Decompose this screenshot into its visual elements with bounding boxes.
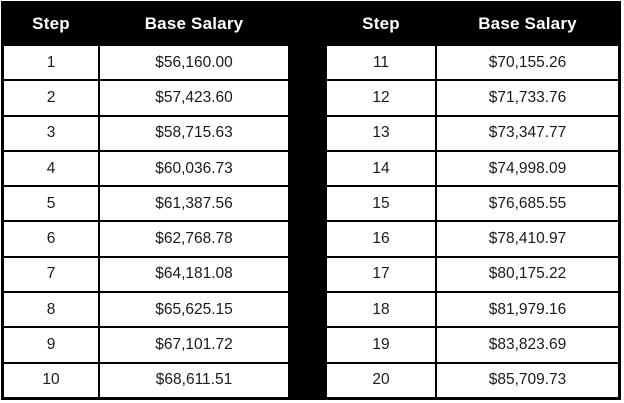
step-cell: 1 [4, 46, 98, 80]
salary-cell: $73,347.77 [437, 116, 618, 150]
step-cell: 5 [4, 187, 98, 221]
step-cell: 9 [4, 328, 98, 362]
step-cell: 3 [4, 116, 98, 150]
salary-cell: $78,410.97 [437, 222, 618, 256]
salary-cell: $83,823.69 [437, 328, 618, 362]
step-cell: 20 [327, 363, 435, 397]
header-separator [290, 4, 325, 44]
salary-cell: $67,101.72 [100, 328, 288, 362]
header-step-right: Step [327, 4, 435, 44]
step-cell: 11 [327, 46, 435, 80]
step-cell: 12 [327, 81, 435, 115]
separator-cell [290, 328, 325, 362]
salary-cell: $74,998.09 [437, 151, 618, 186]
step-cell: 7 [4, 257, 98, 292]
separator-cell [290, 293, 325, 327]
separator-cell [290, 363, 325, 397]
salary-cell: $85,709.73 [437, 363, 618, 397]
salary-cell: $64,181.08 [100, 257, 288, 292]
separator-cell [290, 222, 325, 256]
salary-cell: $62,768.78 [100, 222, 288, 256]
header-salary-left: Base Salary [100, 4, 288, 44]
salary-cell: $81,979.16 [437, 293, 618, 327]
header-salary-right: Base Salary [437, 4, 618, 44]
step-cell: 18 [327, 293, 435, 327]
header-step-left: Step [4, 4, 98, 44]
separator-cell [290, 257, 325, 292]
step-cell: 2 [4, 81, 98, 115]
separator-cell [290, 116, 325, 150]
salary-cell: $80,175.22 [437, 257, 618, 292]
salary-cell: $70,155.26 [437, 46, 618, 80]
salary-cell: $71,733.76 [437, 81, 618, 115]
step-cell: 13 [327, 116, 435, 150]
salary-cell: $61,387.56 [100, 187, 288, 221]
step-cell: 6 [4, 222, 98, 256]
step-cell: 19 [327, 328, 435, 362]
separator-cell [290, 151, 325, 186]
salary-cell: $65,625.15 [100, 293, 288, 327]
separator-cell [290, 81, 325, 115]
step-cell: 8 [4, 293, 98, 327]
salary-cell: $60,036.73 [100, 151, 288, 186]
salary-cell: $76,685.55 [437, 187, 618, 221]
salary-cell: $57,423.60 [100, 81, 288, 115]
separator-cell [290, 46, 325, 80]
step-cell: 14 [327, 151, 435, 186]
step-cell: 15 [327, 187, 435, 221]
step-cell: 4 [4, 151, 98, 186]
salary-cell: $58,715.63 [100, 116, 288, 150]
salary-cell: $56,160.00 [100, 46, 288, 80]
step-cell: 16 [327, 222, 435, 256]
separator-cell [290, 187, 325, 221]
salary-cell: $68,611.51 [100, 363, 288, 397]
step-cell: 10 [4, 363, 98, 397]
step-cell: 17 [327, 257, 435, 292]
